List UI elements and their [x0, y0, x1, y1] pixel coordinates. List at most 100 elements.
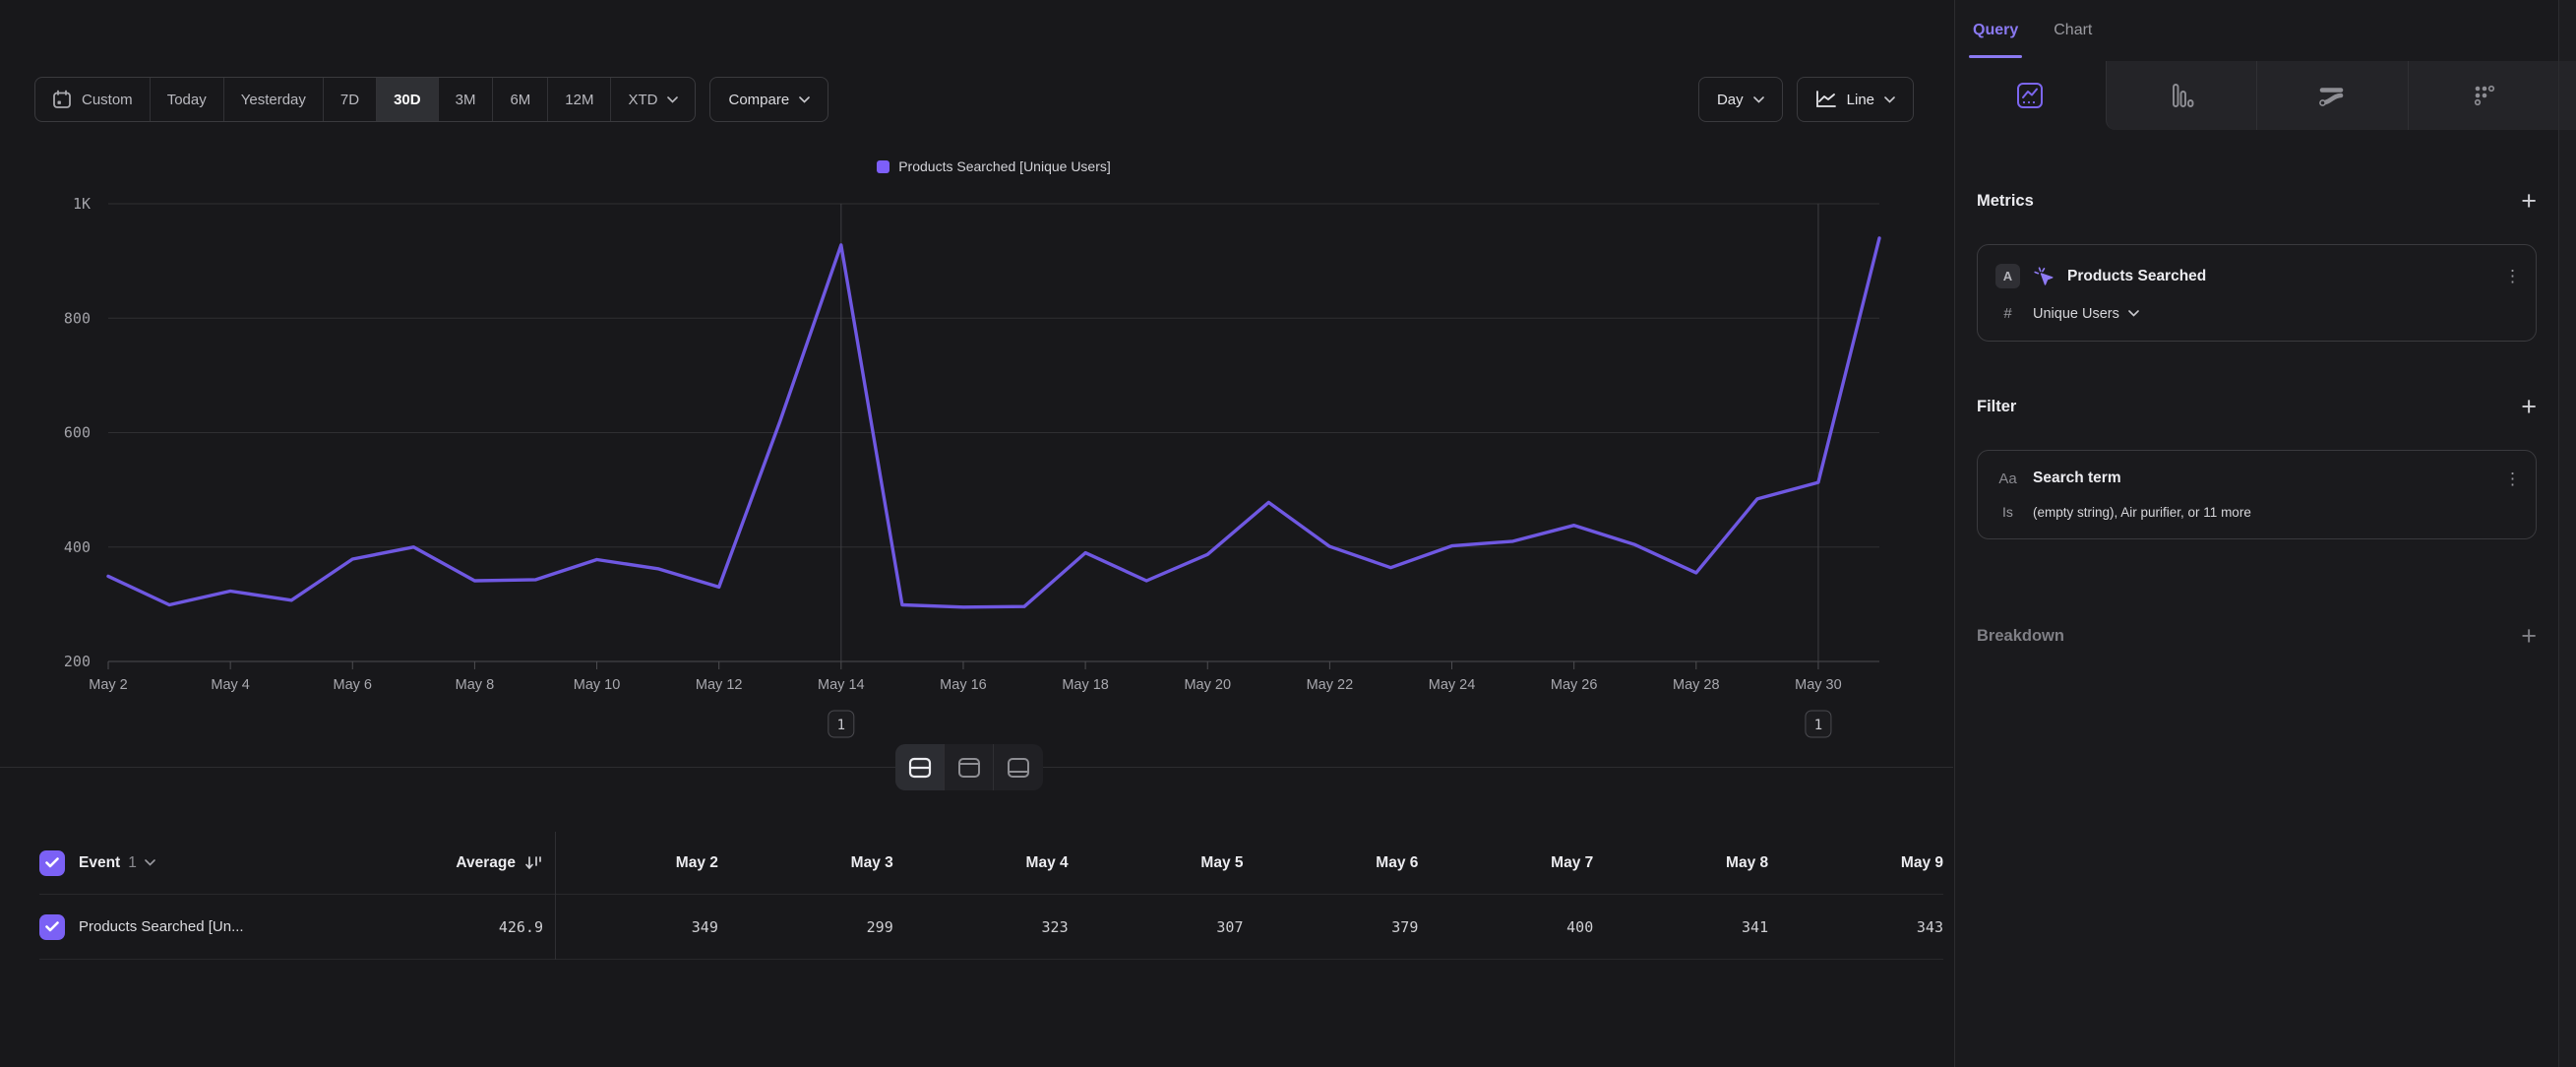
metric-letter-badge: A: [1995, 264, 2020, 288]
date-range-xtd[interactable]: XTD: [611, 78, 695, 121]
date-range-yesterday[interactable]: Yesterday: [224, 78, 324, 121]
chart-type-tab-flow[interactable]: [2256, 61, 2408, 130]
date-range-today[interactable]: Today: [151, 78, 224, 121]
bar-chart-icon: [2168, 82, 2195, 109]
date-column-header[interactable]: May 7: [1418, 854, 1593, 872]
chart-type-tab-line[interactable]: [1955, 61, 2106, 130]
date-column-header[interactable]: May 3: [718, 854, 893, 872]
chart-style-button[interactable]: Line: [1797, 77, 1914, 122]
table-only-view-icon: [1007, 757, 1030, 779]
filter-name: Search term: [2033, 470, 2491, 487]
granularity-button[interactable]: Day: [1698, 77, 1783, 122]
table-header-row: Event 1 Average May 2May 3May 4May 5May …: [39, 832, 1943, 895]
compare-button[interactable]: Compare: [709, 77, 828, 122]
date-range-7d[interactable]: 7D: [324, 78, 377, 121]
svg-text:May 16: May 16: [940, 677, 987, 693]
calendar-icon: [52, 90, 72, 109]
date-column-header[interactable]: May 5: [1069, 854, 1244, 872]
date-range-custom[interactable]: Custom: [35, 78, 151, 121]
view-toggle: [895, 744, 1043, 790]
metric-card[interactable]: A Products Searched ⋮ # Unique Users: [1977, 244, 2537, 342]
cell-value: 343: [1768, 918, 1943, 936]
date-range-12m[interactable]: 12M: [548, 78, 611, 121]
date-column-header[interactable]: May 4: [893, 854, 1069, 872]
table-column-separator: [555, 832, 556, 960]
svg-text:May 6: May 6: [334, 677, 373, 693]
metric-menu-button[interactable]: ⋮: [2504, 273, 2518, 280]
add-metric-button[interactable]: +: [2521, 191, 2537, 211]
svg-text:May 30: May 30: [1795, 677, 1842, 693]
svg-text:1: 1: [837, 718, 845, 733]
aggregation-symbol: #: [1995, 305, 2020, 322]
date-column-header[interactable]: May 6: [1244, 854, 1419, 872]
table-only-view-button[interactable]: [994, 744, 1043, 790]
date-column-header[interactable]: May 8: [1593, 854, 1768, 872]
date-column-header[interactable]: May 9: [1768, 854, 1943, 872]
svg-text:1K: 1K: [73, 195, 91, 213]
svg-text:600: 600: [64, 424, 91, 442]
line-chart-icon: [2016, 82, 2044, 109]
chart-type-tab-grid[interactable]: [2408, 61, 2559, 130]
chevron-down-icon: [667, 96, 678, 103]
sort-icon[interactable]: [524, 855, 543, 871]
svg-text:May 8: May 8: [456, 677, 495, 693]
granularity-label: Day: [1717, 92, 1744, 108]
filter-title: Filter: [1977, 398, 2016, 416]
svg-text:May 4: May 4: [211, 677, 250, 693]
chart-style-label: Line: [1847, 92, 1874, 108]
select-all-checkbox[interactable]: [39, 850, 65, 876]
cell-value: 400: [1418, 918, 1593, 936]
cell-value: 341: [1593, 918, 1768, 936]
date-range-3m[interactable]: 3M: [439, 78, 494, 121]
filter-value[interactable]: (empty string), Air purifier, or 11 more: [2033, 505, 2251, 520]
chart-type-tab-bar[interactable]: [2106, 61, 2257, 130]
filter-operator: Is: [1995, 504, 2020, 520]
panel-tab-bar: Query Chart: [1955, 0, 2558, 61]
scrollbar-gutter[interactable]: [2558, 0, 2576, 1067]
line-chart-icon: [1815, 90, 1837, 109]
svg-text:May 12: May 12: [696, 677, 743, 693]
toolbar: CustomTodayYesterday7D30D3M6M12MXTD Comp…: [34, 77, 1914, 122]
cell-value: 379: [1244, 918, 1419, 936]
date-range-30d[interactable]: 30D: [377, 78, 439, 121]
row-checkbox[interactable]: [39, 914, 65, 940]
average-column-header[interactable]: Average: [456, 854, 516, 872]
cell-value: 307: [1069, 918, 1244, 936]
chevron-down-icon: [2128, 310, 2139, 317]
svg-text:May 14: May 14: [818, 677, 865, 693]
chevron-down-icon: [1884, 96, 1895, 103]
check-icon: [45, 857, 59, 868]
grid-dots-icon: [2470, 82, 2497, 109]
line-chart[interactable]: 1K80060040020011May 2May 4May 6May 8May …: [0, 138, 1953, 748]
filter-card[interactable]: Aa Search term ⋮ Is (empty string), Air …: [1977, 450, 2537, 539]
svg-text:1: 1: [1814, 718, 1822, 733]
date-range-selector: CustomTodayYesterday7D30D3M6M12MXTD: [34, 77, 696, 122]
event-cursor-icon: [2033, 266, 2055, 287]
chevron-down-icon: [799, 96, 810, 103]
cell-value: 323: [893, 918, 1069, 936]
svg-text:200: 200: [64, 653, 91, 670]
date-range-6m[interactable]: 6M: [493, 78, 548, 121]
chevron-down-icon: [1753, 96, 1764, 103]
compare-label: Compare: [728, 92, 789, 108]
chevron-down-icon: [145, 859, 155, 866]
event-column-header[interactable]: Event 1: [79, 854, 155, 872]
svg-text:May 10: May 10: [574, 677, 621, 693]
split-view-button[interactable]: [895, 744, 945, 790]
check-icon: [45, 921, 59, 932]
chart-only-view-button[interactable]: [945, 744, 994, 790]
tab-chart[interactable]: Chart: [2054, 0, 2092, 61]
table-row[interactable]: Products Searched [Un... 426.9 349299323…: [39, 895, 1943, 960]
date-column-header[interactable]: May 2: [543, 854, 718, 872]
filter-menu-button[interactable]: ⋮: [2504, 475, 2518, 482]
tab-query[interactable]: Query: [1973, 0, 2018, 61]
row-average-value: 426.9: [499, 918, 543, 936]
svg-text:May 18: May 18: [1062, 677, 1109, 693]
add-breakdown-button[interactable]: +: [2521, 626, 2537, 646]
aggregation-selector[interactable]: Unique Users: [2033, 306, 2139, 322]
cell-value: 299: [718, 918, 893, 936]
metrics-title: Metrics: [1977, 192, 2034, 211]
event-count: 1: [128, 854, 137, 872]
metric-name: Products Searched: [2067, 268, 2491, 285]
add-filter-button[interactable]: +: [2521, 397, 2537, 416]
